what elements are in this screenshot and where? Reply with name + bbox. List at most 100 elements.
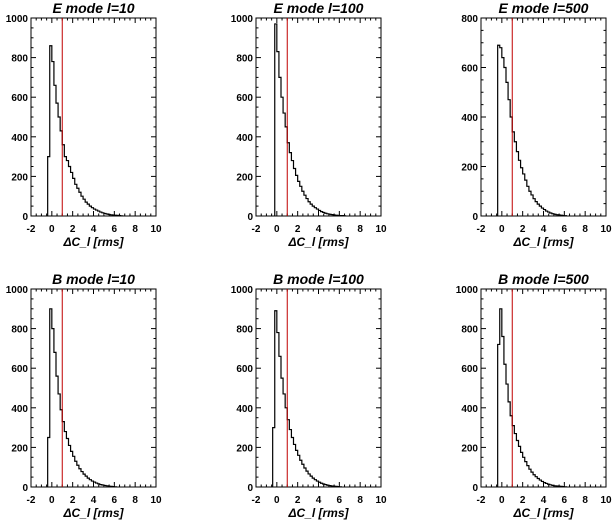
x-tick-label: 4 xyxy=(316,495,322,506)
y-tick-label: 400 xyxy=(11,133,28,144)
x-tick-label: 10 xyxy=(375,495,387,506)
y-tick-label: 200 xyxy=(11,172,28,183)
y-tick-label: 400 xyxy=(461,113,478,124)
x-tick-label: 0 xyxy=(274,495,280,506)
x-tick-label: 8 xyxy=(357,224,363,235)
y-tick-label: 0 xyxy=(22,212,28,223)
x-tick-label: -2 xyxy=(477,224,486,235)
x-tick-label: 10 xyxy=(150,224,162,235)
y-tick-label: 200 xyxy=(11,443,28,454)
x-tick-label: 4 xyxy=(91,224,97,235)
x-tick-label: 4 xyxy=(541,495,547,506)
y-tick-label: 200 xyxy=(461,443,478,454)
x-tick-label: -2 xyxy=(252,224,261,235)
y-tick-label: 1000 xyxy=(231,285,254,296)
histogram-series xyxy=(272,310,343,488)
x-axis-label: ΔC_l [rms] xyxy=(287,235,349,249)
panel-title: B mode l=500 xyxy=(498,271,589,287)
x-tick-label: 4 xyxy=(91,495,97,506)
y-tick-label: 0 xyxy=(247,212,253,223)
histogram-series xyxy=(47,308,118,488)
x-tick-label: -2 xyxy=(27,224,36,235)
x-tick-label: 2 xyxy=(295,495,301,506)
x-axis-label: ΔC_l [rms] xyxy=(62,506,124,520)
x-tick-label: 6 xyxy=(337,224,343,235)
y-tick-label: 0 xyxy=(472,483,478,494)
x-tick-label: 6 xyxy=(337,495,343,506)
y-tick-label: 600 xyxy=(461,64,478,75)
x-tick-label: 10 xyxy=(600,495,612,506)
y-tick-label: 800 xyxy=(236,54,253,65)
x-tick-label: 8 xyxy=(582,224,588,235)
y-tick-label: 200 xyxy=(461,163,478,174)
y-tick-label: 400 xyxy=(236,133,253,144)
y-tick-label: 1000 xyxy=(6,285,29,296)
x-tick-label: 10 xyxy=(150,495,162,506)
y-tick-label: 1000 xyxy=(456,285,479,296)
x-tick-label: 8 xyxy=(357,495,363,506)
y-tick-label: 600 xyxy=(11,93,28,104)
y-tick-label: 800 xyxy=(11,54,28,65)
x-tick-label: 6 xyxy=(562,224,568,235)
x-tick-label: 0 xyxy=(49,495,55,506)
x-axis-label: ΔC_l [rms] xyxy=(62,235,124,249)
x-tick-label: 2 xyxy=(70,224,76,235)
y-tick-label: 400 xyxy=(236,404,253,415)
x-tick-label: 2 xyxy=(520,495,526,506)
x-tick-label: -2 xyxy=(477,495,486,506)
panel-title: E mode l=10 xyxy=(52,0,134,16)
y-tick-label: 400 xyxy=(11,404,28,415)
histogram-series xyxy=(497,308,568,488)
x-axis-label: ΔC_l [rms] xyxy=(512,506,574,520)
y-tick-label: 600 xyxy=(236,364,253,375)
histogram-series xyxy=(497,44,568,217)
x-tick-label: 2 xyxy=(295,224,301,235)
x-tick-label: 2 xyxy=(70,495,76,506)
x-tick-label: 0 xyxy=(499,224,505,235)
x-tick-label: 8 xyxy=(132,224,138,235)
x-tick-label: 10 xyxy=(600,224,612,235)
x-tick-label: 6 xyxy=(562,495,568,506)
x-tick-label: 8 xyxy=(132,495,138,506)
y-tick-label: 600 xyxy=(11,364,28,375)
y-tick-label: 200 xyxy=(236,443,253,454)
y-tick-label: 200 xyxy=(236,172,253,183)
y-tick-label: 1000 xyxy=(231,14,254,25)
histogram-series xyxy=(47,45,124,217)
x-tick-label: 0 xyxy=(274,224,280,235)
y-tick-label: 800 xyxy=(236,325,253,336)
x-axis-label: ΔC_l [rms] xyxy=(512,235,574,249)
x-tick-label: 8 xyxy=(582,495,588,506)
histogram-series xyxy=(274,23,347,217)
y-tick-label: 1000 xyxy=(6,14,29,25)
x-axis-label: ΔC_l [rms] xyxy=(287,506,349,520)
panel-title: B mode l=10 xyxy=(52,271,135,287)
x-tick-label: 2 xyxy=(520,224,526,235)
y-tick-label: 400 xyxy=(461,404,478,415)
x-tick-label: -2 xyxy=(27,495,36,506)
panel-title: B mode l=100 xyxy=(273,271,364,287)
y-tick-label: 0 xyxy=(22,483,28,494)
y-tick-label: 0 xyxy=(472,212,478,223)
x-tick-label: -2 xyxy=(252,495,261,506)
y-tick-label: 0 xyxy=(247,483,253,494)
x-tick-label: 0 xyxy=(49,224,55,235)
panel-title: E mode l=100 xyxy=(274,0,364,16)
y-tick-label: 800 xyxy=(461,325,478,336)
x-tick-label: 4 xyxy=(316,224,322,235)
x-tick-label: 0 xyxy=(499,495,505,506)
y-tick-label: 600 xyxy=(461,364,478,375)
y-tick-label: 800 xyxy=(11,325,28,336)
x-tick-label: 6 xyxy=(112,224,118,235)
panel-title: E mode l=500 xyxy=(499,0,589,16)
y-tick-label: 800 xyxy=(461,14,478,25)
x-tick-label: 4 xyxy=(541,224,547,235)
x-tick-label: 10 xyxy=(375,224,387,235)
